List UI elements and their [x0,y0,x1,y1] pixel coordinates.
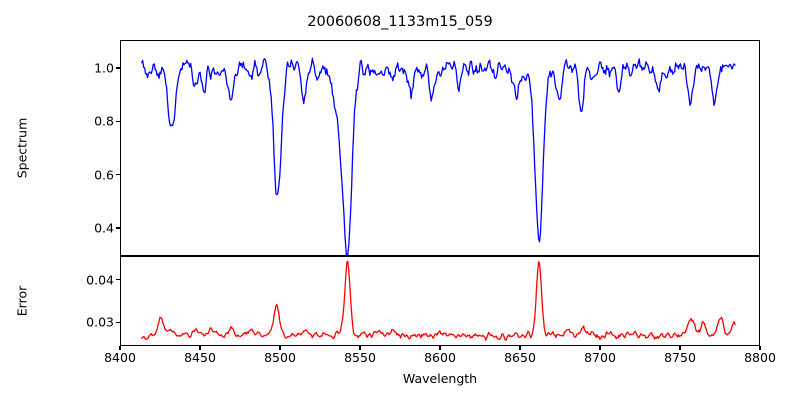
y-axis-tickmark [116,120,120,122]
x-axis-tickmark [439,346,441,350]
x-axis-tickmark [599,346,601,350]
y-axis-tick-label: 0.4 [94,220,114,236]
y-axis-label-error: Error [14,285,30,317]
x-axis-tick-label: 8700 [584,350,616,365]
error-plot-panel [120,256,760,346]
y-axis-tick-label: 0.04 [86,272,114,288]
x-axis-tick-label: 8500 [264,350,296,365]
y-axis-tickmark [116,279,120,281]
x-axis-tick-label: 8800 [744,350,776,365]
x-axis-tickmark [679,346,681,350]
spectrum-plot-panel [120,40,760,256]
spectrum-line-series [121,41,759,255]
page-title: 20060608_1133m15_059 [307,14,493,30]
x-axis-tickmark [119,346,121,350]
x-axis-tickmark [199,346,201,350]
error-line-series [121,257,759,345]
x-axis-label: Wavelength [402,371,478,386]
y-axis-tickmark [116,67,120,69]
y-axis-tick-label: 0.8 [94,113,114,129]
y-axis-tick-label: 0.03 [86,314,114,330]
y-axis-label-spectrum: Spectrum [14,117,30,179]
y-axis-tickmark [116,227,120,229]
y-axis-tick-label: 1.0 [94,60,114,76]
x-axis-tick-label: 8400 [104,350,136,365]
x-axis-tick-label: 8450 [184,350,216,365]
x-axis-tickmark [759,346,761,350]
x-axis-tick-label: 8650 [504,350,536,365]
x-axis-tickmark [359,346,361,350]
y-axis-tickmark [116,321,120,323]
x-axis-tickmark [279,346,281,350]
y-axis-tick-label: 0.6 [94,167,114,183]
x-axis-tickmark [519,346,521,350]
x-axis-tick-label: 8750 [664,350,696,365]
x-axis-tick-label: 8550 [344,350,376,365]
x-axis-tick-label: 8600 [424,350,456,365]
y-axis-tickmark [116,174,120,176]
